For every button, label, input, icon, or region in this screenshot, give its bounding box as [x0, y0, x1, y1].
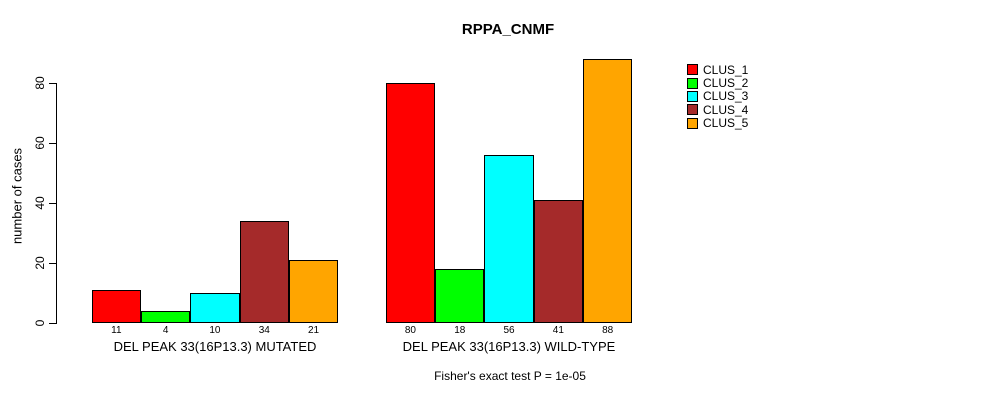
y-axis-tick — [49, 143, 56, 144]
bar-mutated-clus_4 — [239, 221, 289, 323]
legend-item: CLUS_1 — [687, 63, 748, 76]
bar-wild-type-clus_2 — [435, 269, 485, 323]
bar-wild-type-clus_5 — [583, 59, 633, 323]
fisher-test-annotation: Fisher's exact test P = 1e-05 — [434, 369, 586, 383]
bar-value-wild-type-clus_1: 80 — [404, 325, 416, 336]
bar-value-wild-type-clus_2: 18 — [454, 325, 466, 336]
bar-mutated-clus_3 — [190, 293, 240, 323]
bar-wild-type-clus_3 — [484, 155, 534, 323]
y-axis-tick — [49, 323, 56, 324]
y-axis-tick-label: 80 — [33, 76, 47, 90]
bar-value-mutated-clus_4: 34 — [258, 325, 270, 336]
y-axis-tick-label: 0 — [33, 319, 47, 327]
y-axis-line — [56, 83, 57, 324]
bar-value-wild-type-clus_3: 56 — [503, 325, 515, 336]
group-label-mutated: DEL PEAK 33(16P13.3) MUTATED — [113, 339, 317, 354]
legend-item: CLUS_4 — [687, 103, 748, 116]
bar-mutated-clus_2 — [141, 311, 191, 323]
bar-mutated-clus_5 — [288, 260, 339, 323]
legend-label: CLUS_5 — [703, 116, 749, 131]
bar-value-wild-type-clus_5: 88 — [602, 325, 614, 336]
legend-swatch-clus_5 — [687, 117, 698, 129]
y-axis-tick — [49, 203, 56, 204]
legend-item: CLUS_2 — [687, 76, 748, 89]
bar-value-mutated-clus_2: 4 — [162, 325, 169, 336]
legend-swatch-clus_2 — [687, 77, 698, 89]
legend-item: CLUS_5 — [687, 117, 748, 130]
bar-value-mutated-clus_5: 21 — [307, 325, 320, 336]
legend-label: CLUS_1 — [703, 62, 749, 77]
legend-label: CLUS_4 — [703, 102, 749, 117]
legend-swatch-clus_3 — [687, 90, 698, 102]
group-label-wild-type: DEL PEAK 33(16P13.3) WILD-TYPE — [402, 339, 616, 354]
y-axis-tick-label: 60 — [33, 136, 47, 150]
bar-value-mutated-clus_1: 11 — [111, 325, 122, 336]
y-axis-tick-label: 40 — [33, 196, 47, 210]
y-axis-tick — [49, 83, 56, 84]
legend-item: CLUS_3 — [687, 90, 748, 103]
y-axis-tick — [49, 263, 56, 264]
legend: CLUS_1 CLUS_2 CLUS_3 CLUS_4 CLUS_5 — [687, 63, 748, 130]
y-axis-tick-label: 20 — [33, 256, 47, 270]
bar-wild-type-clus_4 — [533, 200, 583, 323]
legend-swatch-clus_4 — [687, 104, 698, 116]
legend-label: CLUS_2 — [703, 76, 749, 91]
bar-value-wild-type-clus_4: 41 — [552, 325, 564, 336]
legend-swatch-clus_1 — [687, 64, 698, 76]
chart-title: RPPA_CNMF — [461, 21, 555, 38]
bar-value-mutated-clus_3: 10 — [209, 325, 221, 336]
bar-mutated-clus_1 — [91, 290, 141, 323]
legend-label: CLUS_3 — [703, 89, 749, 104]
bar-wild-type-clus_1 — [385, 83, 436, 323]
